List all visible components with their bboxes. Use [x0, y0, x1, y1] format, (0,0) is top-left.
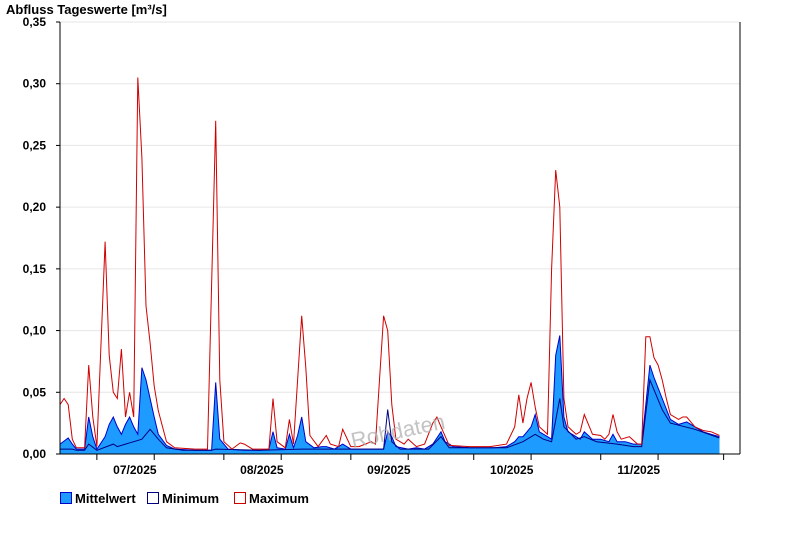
y-tick-label: 0,05	[23, 385, 47, 399]
x-tick-label: 08/2025	[240, 463, 284, 477]
gridlines	[60, 21, 740, 393]
x-tick-label: 11/2025	[617, 463, 660, 477]
y-tick-label: 0,30	[23, 77, 47, 91]
y-tick-label: 0,20	[23, 200, 47, 214]
y-tick-label: 0,25	[23, 138, 47, 152]
legend-swatch-minimum	[147, 492, 159, 504]
y-tick-label: 0,15	[23, 262, 47, 276]
series-maximum-line	[59, 77, 720, 450]
legend-swatch-maximum	[234, 492, 246, 504]
legend-label-mittelwert: Mittelwert	[75, 491, 136, 506]
chart-title: Abfluss Tageswerte [m³/s]	[6, 2, 167, 17]
x-tick-label: 09/2025	[367, 463, 411, 477]
plot-area	[59, 77, 720, 454]
legend-swatch-mittelwert	[60, 492, 72, 504]
x-tick-label: 10/2025	[490, 463, 534, 477]
axes: 0,00 0,05 0,10 0,15 0,20 0,25 0,30 0,35 07/2025 0…	[23, 15, 741, 477]
y-tick-label: 0,00	[23, 447, 47, 461]
x-tick-label: 07/2025	[113, 463, 157, 477]
series-mittelwert-line	[59, 335, 720, 451]
y-tick-label: 0,35	[23, 15, 47, 29]
y-tick-label: 0,10	[23, 324, 47, 338]
legend: Mittelwert Minimum Maximum	[60, 491, 309, 506]
series-minimum-line	[60, 377, 720, 451]
legend-label-minimum: Minimum	[162, 491, 219, 506]
legend-label-maximum: Maximum	[249, 491, 309, 506]
